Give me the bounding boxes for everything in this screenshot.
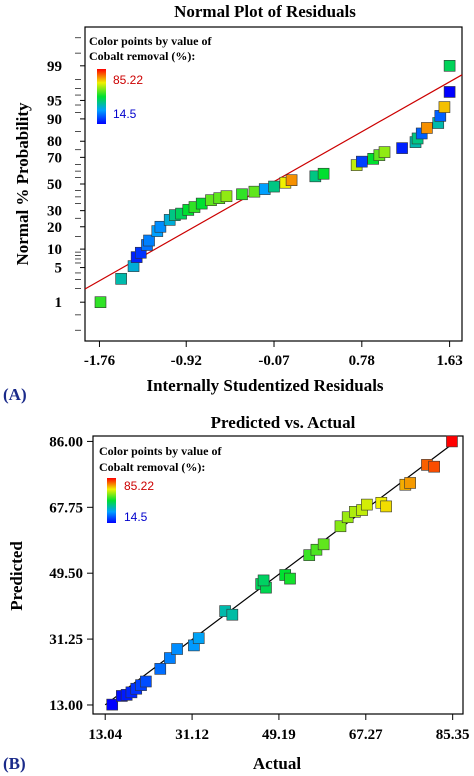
x-tick-label: -0.92 (171, 353, 202, 369)
data-point (421, 122, 433, 134)
y-probability-minor-ticks (75, 37, 81, 331)
y-tick-label: 20 (47, 220, 62, 236)
data-point (361, 498, 373, 511)
x-tick-label: 67.27 (349, 727, 383, 743)
data-point (317, 167, 330, 180)
data-point (192, 632, 205, 644)
x-tick-label: 13.04 (88, 727, 122, 743)
data-point (285, 174, 298, 186)
y-tick-label: 90 (47, 112, 62, 128)
fit-line-segment (104, 443, 454, 706)
data-point (94, 296, 107, 308)
x-tick-label: -0.07 (258, 353, 290, 369)
x-tick-label: 31.12 (175, 727, 209, 743)
legend-max-value: 85.22 (113, 73, 143, 87)
data-point (226, 608, 239, 621)
data-point (171, 643, 183, 655)
data-point (334, 520, 347, 533)
color-legend: Color points by value of Cobalt removal … (89, 34, 212, 124)
data-point (164, 652, 176, 664)
x-tick-label: 49.19 (262, 727, 296, 743)
legend-line-2: Cobalt removal (%): (99, 460, 205, 474)
data-point (154, 220, 167, 233)
x-tick-label: 1.63 (436, 353, 462, 369)
x-axis-ticks: -1.76 -0.92 -0.07 0.78 1.63 (84, 341, 463, 369)
color-legend: Color points by value of Cobalt removal … (99, 444, 222, 524)
data-point (143, 234, 155, 247)
data-point (317, 538, 330, 551)
y-tick-label: 99 (47, 59, 62, 75)
y-axis-ticks: 13.00 31.25 49.50 67.75 86.00 (49, 434, 93, 714)
legend-min-value: 14.5 (113, 107, 137, 121)
x-tick-label: 85.35 (436, 727, 470, 743)
y-axis-label: Normal % Probability (13, 102, 32, 266)
data-point (404, 477, 416, 489)
data-point (443, 86, 456, 98)
x-tick-label: -1.76 (84, 353, 116, 369)
data-point (443, 60, 456, 72)
data-point (248, 185, 261, 198)
data-point (134, 246, 147, 259)
data-point (154, 663, 167, 675)
y-axis-label: Predicted (7, 541, 26, 611)
data-point (396, 142, 408, 154)
y-tick-label: 86.00 (49, 434, 83, 450)
panel-label-a: (A) (3, 385, 27, 404)
y-tick-label: 13.00 (49, 698, 83, 714)
legend-max-value: 85.22 (124, 479, 154, 493)
data-point (380, 500, 392, 513)
fit-line (104, 443, 454, 706)
data-point (115, 273, 127, 285)
y-tick-label: 1 (55, 295, 63, 311)
data-point (257, 574, 270, 587)
legend-line-1: Color points by value of (99, 444, 222, 458)
color-scale-bar (107, 478, 116, 523)
legend-line-2: Cobalt removal (%): (89, 49, 195, 63)
data-point (284, 572, 296, 585)
plot-frame (92, 435, 464, 715)
y-tick-label: 67.75 (49, 500, 83, 516)
chart-title: Normal Plot of Residuals (174, 2, 356, 21)
data-point (446, 435, 458, 448)
y-tick-label: 31.25 (49, 632, 83, 648)
y-tick-label: 49.50 (49, 566, 83, 582)
data-point (236, 188, 248, 201)
data-point (428, 460, 440, 473)
panel-label-b: (B) (3, 754, 26, 773)
data-points (106, 435, 458, 711)
color-scale-bar (97, 69, 106, 124)
x-axis-ticks: 13.04 31.12 49.19 67.27 85.35 (88, 714, 470, 743)
data-point (438, 101, 451, 113)
legend-line-1: Color points by value of (89, 34, 212, 48)
data-point (140, 675, 152, 688)
chart-title: Predicted vs. Actual (211, 413, 356, 432)
data-point (220, 190, 233, 203)
data-point (106, 698, 119, 711)
y-tick-label: 10 (47, 242, 62, 258)
y-tick-label: 95 (47, 93, 62, 109)
data-points (94, 60, 456, 308)
x-tick-label: 0.78 (349, 353, 375, 369)
y-tick-label: 80 (47, 134, 62, 150)
legend-min-value: 14.5 (124, 510, 148, 524)
predicted-vs-actual-panel: Predicted vs. Actual 13.00 31.25 49.50 67.7… (3, 413, 470, 773)
y-tick-label: 5 (55, 261, 63, 277)
y-tick-label: 50 (47, 177, 62, 193)
data-point (268, 180, 280, 193)
x-axis-label: Internally Studentized Residuals (146, 376, 383, 395)
data-point (378, 146, 391, 158)
x-axis-label: Actual (253, 754, 301, 773)
y-tick-label: 30 (47, 204, 62, 220)
y-tick-label: 70 (47, 150, 62, 166)
data-point (356, 155, 368, 168)
